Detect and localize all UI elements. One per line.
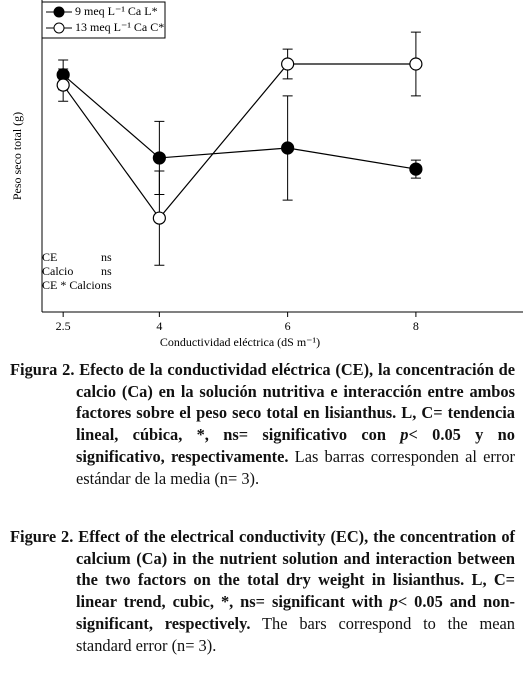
marker bbox=[152, 211, 166, 225]
caption-text: Las barras corresponden al error estánda… bbox=[76, 446, 515, 488]
x-tick-label: 4 bbox=[156, 319, 162, 333]
series-line bbox=[62, 63, 416, 220]
legend-marker bbox=[53, 22, 65, 34]
caption-bold: Figura 2. Efecto de la conductividad elé… bbox=[10, 360, 515, 445]
caption-bold: Figure 2. Effect of the electrical condu… bbox=[10, 527, 515, 612]
caption-italic: p bbox=[389, 592, 398, 612]
legend-label: 13 meq L⁻¹ Ca C* bbox=[75, 20, 164, 34]
caption-text: The bars correspond to the mean standard… bbox=[76, 613, 515, 655]
caption-italic: p bbox=[400, 425, 409, 445]
caption-bold: < 0.05 and non-significant, respectively… bbox=[76, 592, 515, 633]
annotation-label: Calcio bbox=[42, 264, 73, 278]
marker bbox=[152, 151, 166, 165]
caption-bold: < 0.05 y no significativo, respectivamen… bbox=[76, 425, 515, 466]
series-line bbox=[62, 74, 416, 170]
marker bbox=[409, 162, 423, 176]
annotation-label: CE bbox=[42, 250, 57, 264]
y-axis-label: Peso seco total (g) bbox=[10, 112, 24, 200]
annotation-value: ns bbox=[101, 250, 112, 264]
annotation-value: ns bbox=[101, 264, 112, 278]
marker bbox=[409, 57, 423, 71]
x-axis-label: Conductividad eléctrica (dS m⁻¹) bbox=[160, 335, 320, 349]
annotation-label: CE * Calcio bbox=[42, 278, 101, 292]
caption-spanish: Figura 2. Efecto de la conductividad elé… bbox=[10, 359, 515, 489]
legend-label: 9 meq L⁻¹ Ca L* bbox=[75, 4, 158, 18]
annotation-value: ns bbox=[101, 278, 112, 292]
x-tick-label: 2.5 bbox=[56, 319, 71, 333]
caption-english: Figure 2. Effect of the electrical condu… bbox=[10, 526, 515, 656]
marker bbox=[281, 57, 295, 71]
marker bbox=[281, 141, 295, 155]
legend-marker bbox=[53, 6, 65, 18]
marker bbox=[56, 78, 70, 92]
chart: Peso seco total (g) Conductividad eléctr… bbox=[10, 0, 523, 349]
x-tick-label: 8 bbox=[413, 319, 419, 333]
x-tick-label: 6 bbox=[285, 319, 291, 333]
